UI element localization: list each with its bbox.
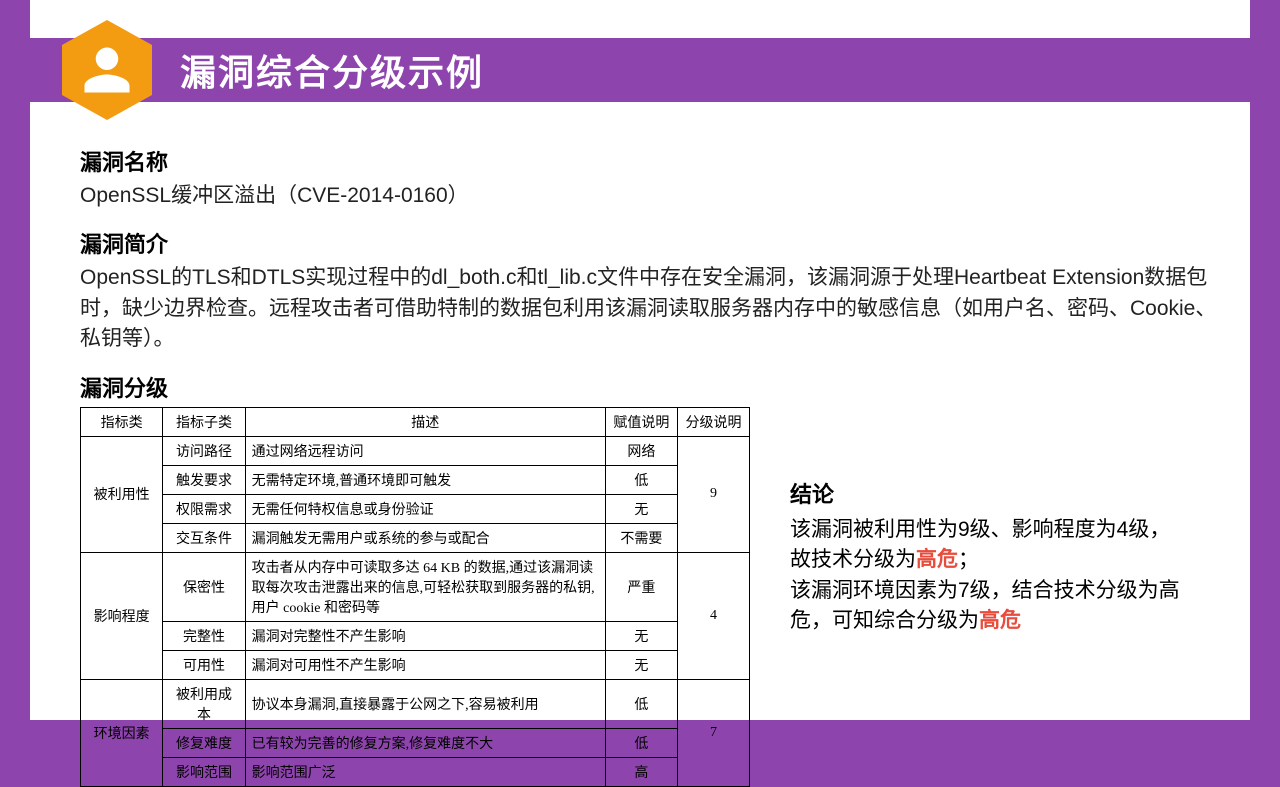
table-row: 影响程度保密性攻击者从内存中可读取多达 64 KB 的数据,通过该漏洞读取每次攻… — [81, 552, 750, 621]
table-row: 被利用性访问路径通过网络远程访问网络9 — [81, 436, 750, 465]
cell-category: 环境因素 — [81, 679, 163, 786]
conclusion-label: 结论 — [790, 477, 1190, 509]
conclusion-text: 该漏洞被利用性为9级、影响程度为4级，故技术分级为高危； 该漏洞环境因素为7级，… — [790, 515, 1190, 637]
table-row: 可用性漏洞对可用性不产生影响无 — [81, 650, 750, 679]
person-icon-svg — [80, 43, 134, 97]
cell-sub: 触发要求 — [163, 465, 245, 494]
cell-sub: 访问路径 — [163, 436, 245, 465]
cell-level: 4 — [677, 552, 749, 679]
concl-line1c: ； — [958, 548, 979, 571]
table-header-row: 指标类 指标子类 描述 赋值说明 分级说明 — [81, 407, 750, 436]
cell-value: 无 — [605, 650, 677, 679]
cell-sub: 被利用成本 — [163, 679, 245, 728]
cell-value: 高 — [605, 757, 677, 786]
th-value: 赋值说明 — [605, 407, 677, 436]
vuln-name-text: OpenSSL缓冲区溢出（CVE-2014-0160） — [80, 181, 1220, 211]
header-bar: 漏洞综合分级示例 — [30, 38, 1250, 102]
table-row: 影响范围影响范围广泛高 — [81, 757, 750, 786]
concl-line1a: 该漏洞被利用性为9级、影响程度为4级，故技术分级为 — [790, 518, 1170, 571]
vuln-intro-text: OpenSSL的TLS和DTLS实现过程中的dl_both.c和tl_lib.c… — [80, 263, 1220, 354]
cell-desc: 漏洞对完整性不产生影响 — [245, 621, 605, 650]
cell-sub: 修复难度 — [163, 728, 245, 757]
cell-desc: 漏洞对可用性不产生影响 — [245, 650, 605, 679]
cell-value: 不需要 — [605, 523, 677, 552]
cell-value: 网络 — [605, 436, 677, 465]
cell-desc: 协议本身漏洞,直接暴露于公网之下,容易被利用 — [245, 679, 605, 728]
cell-category: 影响程度 — [81, 552, 163, 679]
table-row: 完整性漏洞对完整性不产生影响无 — [81, 621, 750, 650]
cell-desc: 无需特定环境,普通环境即可触发 — [245, 465, 605, 494]
cell-value: 低 — [605, 679, 677, 728]
cell-sub: 可用性 — [163, 650, 245, 679]
cell-value: 严重 — [605, 552, 677, 621]
page-title: 漏洞综合分级示例 — [180, 44, 484, 96]
th-subcategory: 指标子类 — [163, 407, 245, 436]
grading-table: 指标类 指标子类 描述 赋值说明 分级说明 被利用性访问路径通过网络远程访问网络… — [80, 407, 750, 787]
concl-danger2: 高危 — [979, 609, 1021, 632]
cell-sub: 完整性 — [163, 621, 245, 650]
cell-desc: 漏洞触发无需用户或系统的参与或配合 — [245, 523, 605, 552]
content-area: 漏洞名称 OpenSSL缓冲区溢出（CVE-2014-0160） 漏洞简介 Op… — [80, 145, 1220, 787]
grading-label: 漏洞分级 — [80, 371, 1220, 403]
cell-desc: 已有较为完善的修复方案,修复难度不大 — [245, 728, 605, 757]
th-level: 分级说明 — [677, 407, 749, 436]
concl-danger1: 高危 — [916, 548, 958, 571]
cell-desc: 影响范围广泛 — [245, 757, 605, 786]
vuln-name-label: 漏洞名称 — [80, 145, 1220, 177]
cell-value: 低 — [605, 728, 677, 757]
table-row: 触发要求无需特定环境,普通环境即可触发低 — [81, 465, 750, 494]
cell-desc: 攻击者从内存中可读取多达 64 KB 的数据,通过该漏洞读取每次攻击泄露出来的信… — [245, 552, 605, 621]
table-row: 交互条件漏洞触发无需用户或系统的参与或配合不需要 — [81, 523, 750, 552]
cell-desc: 无需任何特权信息或身份验证 — [245, 494, 605, 523]
cell-desc: 通过网络远程访问 — [245, 436, 605, 465]
cell-sub: 交互条件 — [163, 523, 245, 552]
conclusion-block: 结论 该漏洞被利用性为9级、影响程度为4级，故技术分级为高危； 该漏洞环境因素为… — [790, 407, 1190, 637]
cell-sub: 保密性 — [163, 552, 245, 621]
cell-value: 无 — [605, 494, 677, 523]
cell-value: 无 — [605, 621, 677, 650]
th-category: 指标类 — [81, 407, 163, 436]
grading-row: 指标类 指标子类 描述 赋值说明 分级说明 被利用性访问路径通过网络远程访问网络… — [80, 407, 1220, 787]
cell-category: 被利用性 — [81, 436, 163, 552]
table-row: 环境因素被利用成本协议本身漏洞,直接暴露于公网之下,容易被利用低7 — [81, 679, 750, 728]
cell-sub: 权限需求 — [163, 494, 245, 523]
cell-sub: 影响范围 — [163, 757, 245, 786]
table-row: 修复难度已有较为完善的修复方案,修复难度不大低 — [81, 728, 750, 757]
table-row: 权限需求无需任何特权信息或身份验证无 — [81, 494, 750, 523]
cell-level: 9 — [677, 436, 749, 552]
th-description: 描述 — [245, 407, 605, 436]
cell-value: 低 — [605, 465, 677, 494]
vuln-intro-label: 漏洞简介 — [80, 227, 1220, 259]
cell-level: 7 — [677, 679, 749, 786]
